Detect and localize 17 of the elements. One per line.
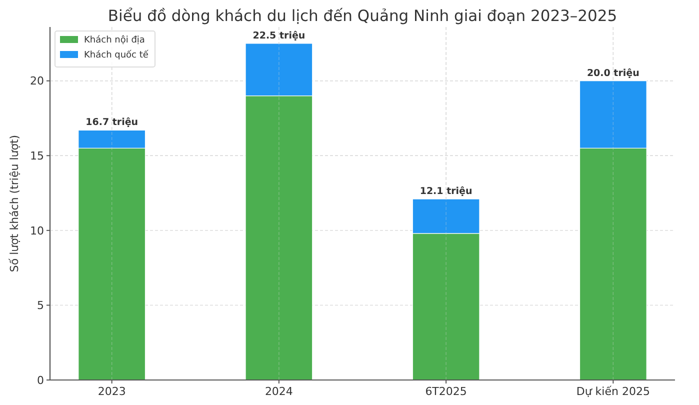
x-tick-label: Dự kiến 2025	[576, 385, 650, 398]
total-label: 12.1 triệu	[420, 186, 472, 198]
total-label: 16.7 triệu	[86, 117, 138, 128]
chart-title: Biểu đồ dòng khách du lịch đến Quảng Ninh giai đoạn 2023–2025	[108, 7, 618, 25]
legend-label: Khách nội địa	[84, 34, 145, 46]
x-tick-label: 2024	[264, 385, 293, 398]
y-tick-label: 15	[30, 149, 44, 162]
y-axis-title: Số lượt khách (triệu lượt)	[8, 134, 21, 272]
total-label: 20.0 triệu	[586, 68, 640, 79]
y-tick-label: 0	[37, 374, 44, 387]
legend-label: Khách quốc tế	[84, 50, 149, 61]
x-tick-label: 6T2025	[425, 385, 467, 398]
y-tick-label: 10	[30, 224, 44, 238]
x-tick-label: 2023	[98, 385, 126, 398]
y-tick-label: 5	[37, 299, 44, 312]
y-tick-label: 20	[30, 74, 44, 88]
total-label: 22.5 triệu	[252, 30, 306, 42]
